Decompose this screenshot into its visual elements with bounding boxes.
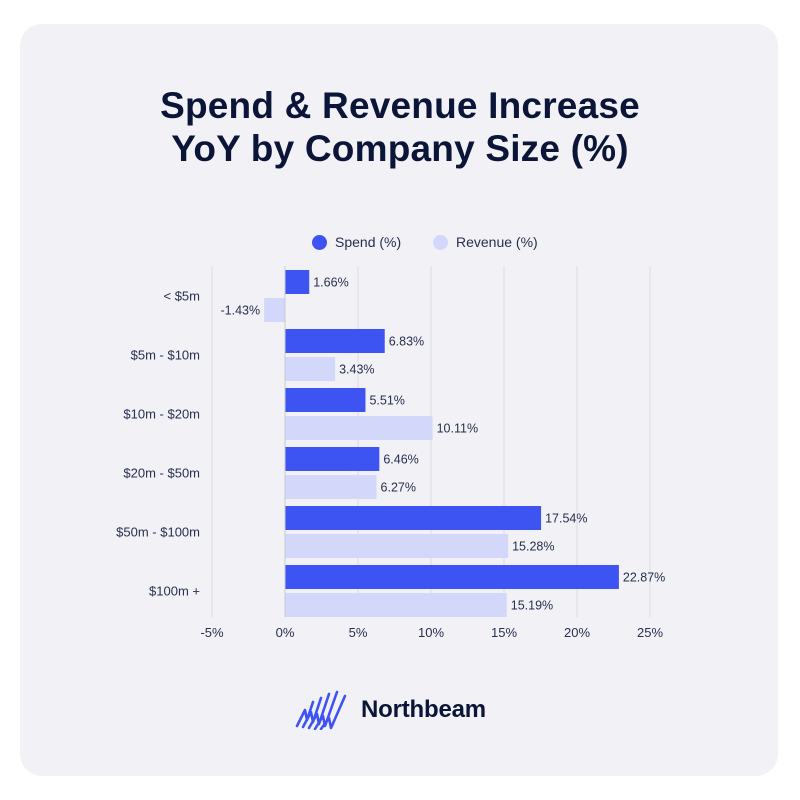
brand-name: Northbeam	[361, 696, 486, 723]
x-tick-label: 5%	[349, 625, 368, 640]
bar-spend	[285, 506, 542, 530]
category-label: $100m +	[149, 584, 200, 599]
bar-revenue	[285, 534, 509, 558]
data-label-spend: 17.54%	[545, 512, 587, 526]
data-label-spend: 22.87%	[623, 571, 665, 585]
chart-card	[20, 24, 778, 776]
data-label-revenue: 6.27%	[381, 481, 416, 495]
chart-title-line-1: Spend & Revenue Increase	[160, 85, 640, 126]
x-tick-label: 25%	[637, 625, 663, 640]
legend-label-spend: Spend (%)	[335, 234, 402, 250]
data-label-revenue: 15.19%	[511, 599, 553, 613]
chart-title-line-2: YoY by Company Size (%)	[171, 128, 629, 169]
category-label: $20m - $50m	[123, 466, 200, 481]
x-tick-label: 0%	[276, 625, 295, 640]
x-tick-label: 15%	[491, 625, 517, 640]
data-label-revenue: 15.28%	[512, 540, 554, 554]
legend-item-spend: Spend (%)	[312, 231, 401, 253]
legend-item-revenue: Revenue (%)	[433, 231, 538, 253]
bar-revenue	[285, 416, 433, 440]
category-label: $10m - $20m	[123, 407, 200, 422]
brand-logo: Northbeam	[295, 690, 486, 730]
legend-swatch-spend	[312, 234, 327, 250]
data-label-spend: 6.83%	[389, 335, 424, 349]
category-label: $5m - $10m	[131, 348, 200, 363]
legend-swatch-revenue	[433, 234, 448, 250]
data-label-revenue: -1.43%	[221, 304, 261, 318]
data-label-spend: 5.51%	[369, 394, 404, 408]
bar-revenue	[285, 593, 507, 617]
northbeam-logo-icon	[295, 690, 347, 730]
bar-spend	[285, 388, 366, 412]
legend-label-revenue: Revenue (%)	[456, 234, 538, 250]
bar-spend	[285, 565, 619, 589]
bar-revenue	[285, 357, 336, 381]
x-tick-label: -5%	[200, 625, 224, 640]
chart-legend: Spend (%) Revenue (%)	[0, 231, 800, 253]
bar-revenue	[285, 475, 377, 499]
x-tick-label: 10%	[418, 625, 444, 640]
data-label-revenue: 10.11%	[437, 422, 478, 436]
data-label-spend: 1.66%	[313, 276, 348, 290]
bar-spend	[285, 270, 310, 294]
data-label-spend: 6.46%	[383, 453, 418, 467]
bar-spend	[285, 447, 380, 471]
category-label: < $5m	[164, 289, 201, 304]
bar-spend	[285, 329, 385, 353]
category-label: $50m - $100m	[116, 525, 200, 540]
bar-revenue	[264, 298, 285, 322]
x-tick-label: 20%	[564, 625, 590, 640]
chart-title: Spend & Revenue Increase YoY by Company …	[0, 84, 800, 170]
data-label-revenue: 3.43%	[339, 363, 374, 377]
